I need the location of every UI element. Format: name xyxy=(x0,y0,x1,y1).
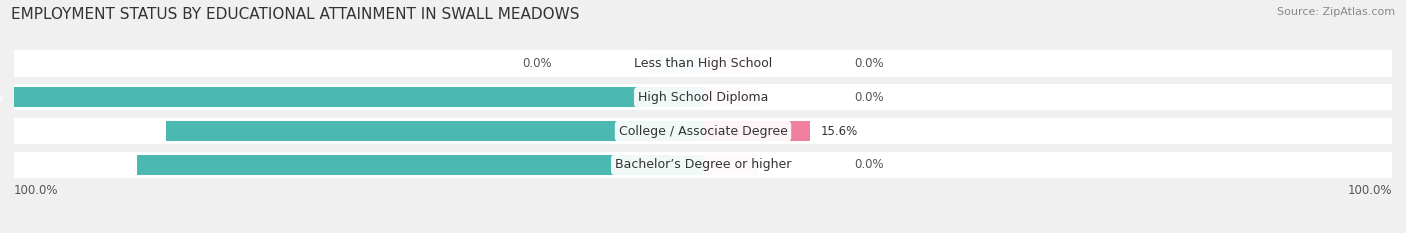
Text: 15.6%: 15.6% xyxy=(821,125,858,137)
Text: High School Diploma: High School Diploma xyxy=(638,91,768,104)
Bar xyxy=(166,121,703,141)
Bar xyxy=(648,54,703,73)
Bar xyxy=(14,152,1392,178)
Bar xyxy=(14,87,703,107)
Text: 82.2%: 82.2% xyxy=(86,158,127,171)
Text: 0.0%: 0.0% xyxy=(522,57,551,70)
Text: 0.0%: 0.0% xyxy=(855,158,884,171)
Bar xyxy=(703,87,758,107)
Bar xyxy=(136,155,703,175)
Text: 0.0%: 0.0% xyxy=(855,57,884,70)
Text: Less than High School: Less than High School xyxy=(634,57,772,70)
Text: 100.0%: 100.0% xyxy=(0,91,4,104)
Bar xyxy=(14,84,1392,110)
Text: 78.0%: 78.0% xyxy=(114,125,155,137)
Text: 0.0%: 0.0% xyxy=(855,91,884,104)
Bar xyxy=(703,155,758,175)
Text: Bachelor’s Degree or higher: Bachelor’s Degree or higher xyxy=(614,158,792,171)
Text: College / Associate Degree: College / Associate Degree xyxy=(619,125,787,137)
Text: 100.0%: 100.0% xyxy=(1347,185,1392,197)
Bar xyxy=(14,118,1392,144)
Text: Source: ZipAtlas.com: Source: ZipAtlas.com xyxy=(1277,7,1395,17)
Bar xyxy=(703,121,810,141)
Bar xyxy=(703,54,758,73)
Text: 100.0%: 100.0% xyxy=(14,185,59,197)
Text: EMPLOYMENT STATUS BY EDUCATIONAL ATTAINMENT IN SWALL MEADOWS: EMPLOYMENT STATUS BY EDUCATIONAL ATTAINM… xyxy=(11,7,579,22)
Bar xyxy=(14,50,1392,77)
